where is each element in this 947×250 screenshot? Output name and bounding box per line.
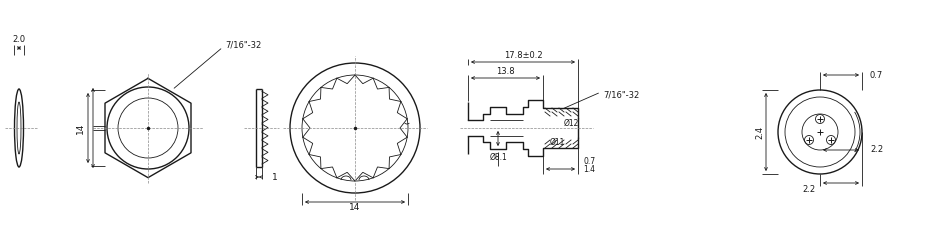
- Text: 1: 1: [272, 172, 277, 182]
- Text: 2.2: 2.2: [870, 146, 884, 154]
- Text: 7/16"-32: 7/16"-32: [225, 40, 261, 50]
- Text: Ø12: Ø12: [564, 118, 580, 128]
- Text: Ø11: Ø11: [550, 138, 565, 146]
- Text: 2.4: 2.4: [756, 126, 764, 138]
- Text: 14: 14: [76, 122, 84, 134]
- Text: 1.4: 1.4: [583, 164, 595, 173]
- Text: 0.7: 0.7: [583, 158, 595, 166]
- Text: Ø8.1: Ø8.1: [490, 152, 508, 162]
- Text: 7/16"-32: 7/16"-32: [603, 90, 639, 100]
- Text: 14: 14: [349, 204, 361, 212]
- Text: 2.0: 2.0: [12, 36, 26, 44]
- Text: 2.2: 2.2: [803, 186, 816, 194]
- Text: 0.7: 0.7: [870, 70, 884, 80]
- Text: 17.8±0.2: 17.8±0.2: [504, 50, 543, 59]
- Text: 13.8: 13.8: [496, 66, 515, 76]
